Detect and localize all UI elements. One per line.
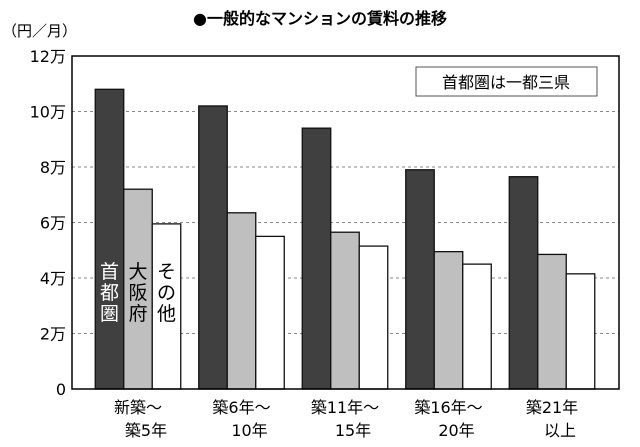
y-tick-label: 10万	[30, 103, 66, 122]
x-tick-label: 築5年	[125, 421, 167, 440]
legend-label-その他: そ	[157, 261, 176, 283]
legend-label-首都圏: 都	[100, 282, 119, 304]
y-axis-label: （円／月）	[2, 22, 77, 40]
bar-その他	[565, 273, 596, 390]
x-tick-label: 10年	[231, 421, 267, 440]
bar-大阪府	[330, 231, 360, 390]
bar-その他	[462, 263, 492, 390]
x-tick-label: 新築～	[114, 398, 162, 417]
bar-大阪府	[433, 250, 464, 390]
bar-首都圏	[301, 127, 332, 390]
legend-label-その他: の	[157, 282, 176, 304]
x-tick-label: 築21年	[526, 398, 578, 417]
legend-label-大阪府: 阪	[128, 282, 147, 304]
x-tick-label: 20年	[438, 421, 474, 440]
bar-首都圏	[508, 176, 539, 390]
x-tick-label: 築6年～	[212, 398, 270, 417]
legend-label-大阪府: 大	[128, 261, 147, 283]
bar-首都圏	[198, 105, 228, 390]
y-tick-label: 0	[56, 380, 66, 399]
x-tick-label: 以上	[544, 421, 576, 440]
y-tick-label: 6万	[40, 214, 66, 233]
bar-その他	[358, 245, 389, 390]
legend-label-首都圏: 圏	[100, 303, 119, 325]
bar-その他	[255, 235, 285, 390]
y-tick-label: 12万	[30, 47, 66, 66]
y-tick-label: 2万	[40, 325, 66, 344]
bar-大阪府	[226, 212, 257, 390]
plot-area-frame	[71, 55, 620, 390]
x-tick-label: 15年	[335, 421, 371, 440]
bar-大阪府	[537, 253, 567, 390]
bar-首都圏	[405, 169, 435, 390]
annotation-text: 首都圏は一都三県	[442, 73, 570, 92]
x-tick-label: 築16年～	[414, 398, 482, 417]
y-tick-label: 8万	[40, 158, 66, 177]
annotation-box: 首都圏は一都三県	[415, 66, 598, 97]
legend-label-大阪府: 府	[128, 303, 147, 325]
chart-title: ●一般的なマンションの賃料の推移	[193, 9, 447, 28]
legend-label-首都圏: 首	[100, 261, 119, 283]
bar-首都圏	[94, 88, 125, 390]
y-tick-label: 4万	[40, 269, 66, 288]
x-tick-label: 築11年～	[311, 398, 379, 417]
legend-label-その他: 他	[157, 303, 176, 325]
